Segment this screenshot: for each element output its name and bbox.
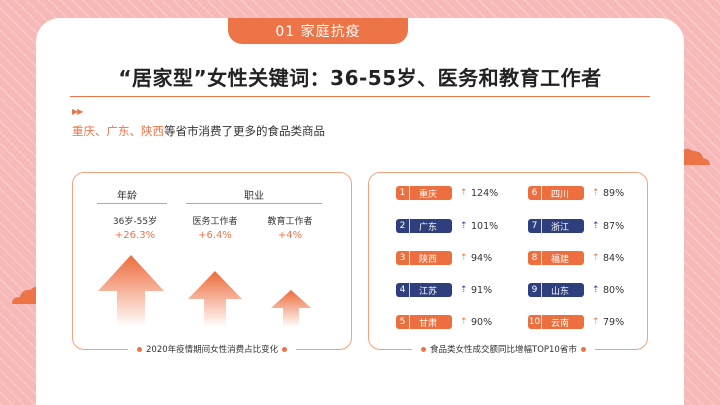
page-title: “居家型”女性关键词：36-55岁、医务和教育工作者	[118, 66, 602, 90]
content-card	[36, 18, 684, 405]
rank-value: 94%	[471, 252, 493, 264]
up-arrow-icon: ⇡	[592, 253, 600, 263]
rank-city: 陕西	[418, 254, 437, 265]
rank-number: 5	[396, 315, 410, 329]
rank-row-10: 10 云南 ⇡ 79%	[528, 315, 624, 329]
rank-value: 124%	[471, 187, 499, 199]
rank-city: 甘肃	[418, 318, 437, 329]
rank-value: 101%	[471, 220, 499, 232]
up-arrow-icon: ⇡	[460, 253, 468, 263]
rank-city: 江苏	[418, 286, 437, 297]
up-arrow-icon: ⇡	[460, 188, 468, 198]
rank-number: 9	[528, 283, 542, 297]
caption-dot-icon	[137, 346, 142, 352]
title-divider	[70, 96, 650, 97]
double-arrow-icon: ▶▶	[72, 107, 83, 116]
rank-badge: 4 江苏	[396, 283, 452, 297]
caption-dot-icon	[580, 346, 586, 352]
rank-badge: 6 四川	[528, 186, 584, 200]
subtitle-highlight: 重庆、广东、陕西	[72, 124, 164, 138]
rank-city: 云南	[550, 318, 569, 329]
up-arrow-icon: ⇡	[592, 285, 600, 295]
up-arrow-icon: ⇡	[592, 221, 600, 231]
teacher-label: 教育工作者	[267, 217, 313, 227]
up-arrow-icon: ⇡	[592, 188, 600, 198]
age-underline	[97, 203, 167, 204]
rank-number: 10	[528, 315, 542, 329]
rank-number: 1	[396, 186, 410, 200]
rank-number: 3	[396, 251, 410, 265]
medium-up-arrow-icon	[188, 271, 242, 327]
rank-row-6: 6 四川 ⇡ 89%	[528, 186, 624, 200]
rank-city: 福建	[550, 254, 569, 265]
rank-badge: 2 广东	[396, 219, 452, 233]
age-heading: 年龄	[117, 191, 137, 202]
job-underline	[186, 203, 322, 204]
rank-number: 2	[396, 219, 410, 233]
caption-dot-icon	[282, 346, 288, 352]
rank-badge: 8 福建	[528, 251, 584, 265]
rank-badge: 1 重庆	[396, 186, 452, 200]
job-heading: 职业	[244, 191, 264, 202]
ranking-caption-text: 食品类女性成交额同比增幅TOP10省市	[430, 345, 577, 355]
subtitle-rest: 等省市消费了更多的食品类商品	[164, 124, 325, 138]
large-up-arrow-icon	[98, 255, 164, 327]
rank-value: 84%	[603, 252, 625, 264]
teacher-value: +4%	[277, 230, 303, 241]
demographics-caption: 2020年疫情期间女性消费占比变化	[128, 343, 297, 355]
rank-city: 浙江	[550, 222, 569, 233]
medical-worker-label: 医务工作者	[192, 217, 238, 227]
rank-value: 79%	[603, 316, 625, 328]
rank-badge: 5 甘肃	[396, 315, 452, 329]
subtitle: 重庆、广东、陕西等省市消费了更多的食品类商品	[72, 123, 325, 139]
rank-value: 87%	[603, 220, 625, 232]
rank-city: 重庆	[418, 189, 437, 200]
caption-dot-icon	[421, 346, 426, 352]
rank-city: 广东	[418, 222, 437, 233]
rank-city: 四川	[550, 189, 569, 200]
rank-row-8: 8 福建 ⇡ 84%	[528, 251, 624, 265]
demographics-caption-text: 2020年疫情期间女性消费占比变化	[146, 345, 279, 355]
age-label: 36岁-55岁	[112, 217, 158, 227]
age-value: +26.3%	[114, 230, 156, 241]
rank-value: 89%	[603, 187, 625, 199]
small-up-arrow-icon	[271, 290, 311, 327]
section-tab: 01 家庭抗疫	[228, 18, 408, 44]
rank-row-5: 5 甘肃 ⇡ 90%	[396, 315, 492, 329]
rank-row-1: 1 重庆 ⇡ 124%	[396, 186, 498, 200]
rank-badge: 10 云南	[528, 315, 584, 329]
rank-badge: 3 陕西	[396, 251, 452, 265]
medical-worker-value: +6.4%	[198, 230, 232, 241]
rank-value: 80%	[603, 284, 625, 296]
rank-value: 91%	[471, 284, 493, 296]
rank-row-9: 9 山东 ⇡ 80%	[528, 283, 624, 297]
up-arrow-icon: ⇡	[460, 221, 468, 231]
rank-row-3: 3 陕西 ⇡ 94%	[396, 251, 492, 265]
rank-row-2: 2 广东 ⇡ 101%	[396, 219, 498, 233]
rank-number: 4	[396, 283, 410, 297]
rank-badge: 7 浙江	[528, 219, 584, 233]
up-arrow-icon: ⇡	[592, 317, 600, 327]
rank-value: 90%	[471, 316, 493, 328]
rank-row-4: 4 江苏 ⇡ 91%	[396, 283, 492, 297]
rank-city: 山东	[550, 286, 569, 297]
rank-badge: 9 山东	[528, 283, 584, 297]
ranking-caption: 食品类女性成交额同比增幅TOP10省市	[412, 343, 595, 355]
up-arrow-icon: ⇡	[460, 317, 468, 327]
rank-row-7: 7 浙江 ⇡ 87%	[528, 219, 624, 233]
rank-number: 7	[528, 219, 542, 233]
rank-number: 8	[528, 251, 542, 265]
up-arrow-icon: ⇡	[460, 285, 468, 295]
rank-number: 6	[528, 186, 542, 200]
